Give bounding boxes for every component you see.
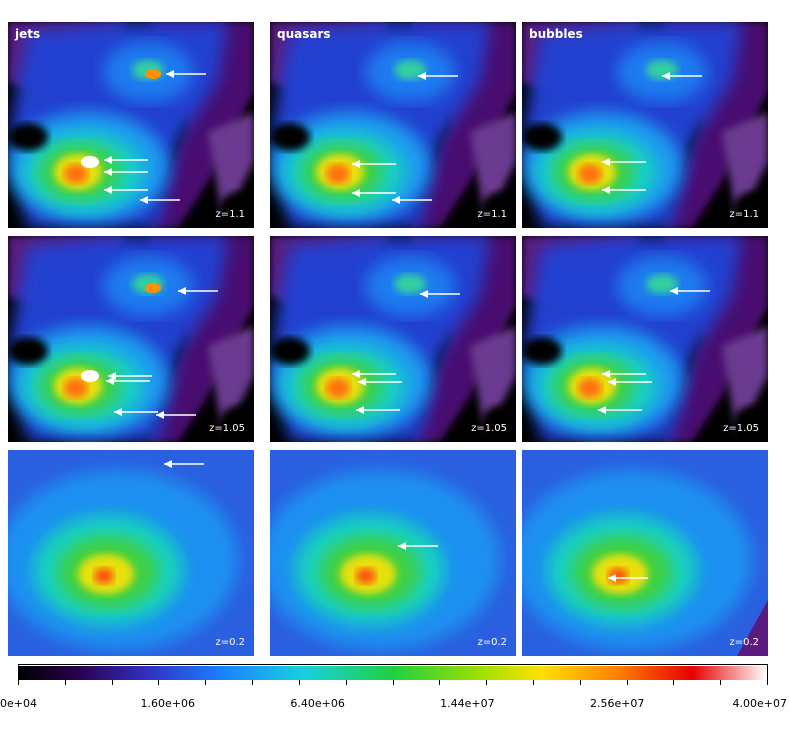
redshift-label: z=1.05 [471,423,507,434]
column-label: bubbles [529,27,583,41]
column-label: quasars [277,27,331,41]
arrow [114,408,158,416]
arrow [104,186,148,194]
colorbar-tick [673,680,675,685]
density-map [270,22,516,228]
density-map [522,22,768,228]
colorbar-gradient [19,666,767,680]
colorbar-tick [111,680,113,685]
arrow [104,168,148,176]
arrow [602,158,646,166]
redshift-label: z=0.2 [729,637,759,648]
arrow [662,72,702,80]
arrow [178,287,218,295]
colorbar-tick-label: 0e+04 [0,697,37,710]
redshift-label: z=1.05 [723,423,759,434]
simulation-panel: z=1.05 [8,236,254,442]
colorbar-tick-label: 1.44e+07 [440,697,495,710]
arrow [392,196,432,204]
arrow [420,290,460,298]
simulation-panel: z=0.2 [522,450,768,656]
arrow [352,160,396,168]
colorbar-tick [298,680,300,685]
density-map [522,450,768,656]
arrow [164,460,204,468]
arrow [106,377,150,385]
column-label: jets [15,27,41,41]
arrow [398,542,438,550]
colorbar-tick [18,680,19,685]
colorbar-tick [579,680,581,685]
colorbar-tick [345,680,347,685]
arrow [352,189,396,197]
colorbar-tick [532,680,534,685]
redshift-label: z=0.2 [215,637,245,648]
redshift-label: z=1.1 [215,209,245,220]
simulation-panel: z=1.05 [522,236,768,442]
arrow [598,406,642,414]
arrow [608,378,652,386]
arrow [602,370,646,378]
arrow [352,370,396,378]
colorbar-tick [486,680,488,685]
density-map [8,22,254,228]
redshift-label: z=1.1 [477,209,507,220]
arrow [418,72,458,80]
colorbar-tick-label: 6.40e+06 [290,697,345,710]
arrow [358,378,402,386]
redshift-label: z=0.2 [477,637,507,648]
arrow [356,406,400,414]
simulation-panel: quasars z=1.1 [270,22,516,228]
arrow [104,156,148,164]
colorbar-tick [158,680,160,685]
colorbar [18,664,768,680]
colorbar-tick [252,680,254,685]
colorbar-tick-label: 4.00e+07 [732,697,787,710]
arrow [602,186,646,194]
colorbar-tick-label: 1.60e+06 [140,697,196,710]
colorbar-tick [64,680,66,685]
arrow [156,411,196,419]
arrow [140,196,180,204]
colorbar-tick [439,680,441,685]
simulation-panel: z=0.2 [270,450,516,656]
colorbar-tick [205,680,207,685]
colorbar-tick [392,680,394,685]
density-map [270,236,516,442]
colorbar-tick [626,680,628,685]
arrow [166,70,206,78]
density-map [8,236,254,442]
simulation-panel: bubbles z=1.1 [522,22,768,228]
simulation-panel: jets z=1.1 [8,22,254,228]
simulation-panel: z=0.2 [8,450,254,656]
colorbar-tick [767,680,768,685]
density-map [522,236,768,442]
simulation-panel: z=1.05 [270,236,516,442]
redshift-label: z=1.1 [729,209,759,220]
density-map [270,450,516,656]
redshift-label: z=1.05 [209,423,245,434]
density-map [8,450,254,656]
colorbar-tick [720,680,722,685]
arrow [608,574,648,582]
colorbar-tick-label: 2.56e+07 [589,697,645,710]
arrow [670,287,710,295]
